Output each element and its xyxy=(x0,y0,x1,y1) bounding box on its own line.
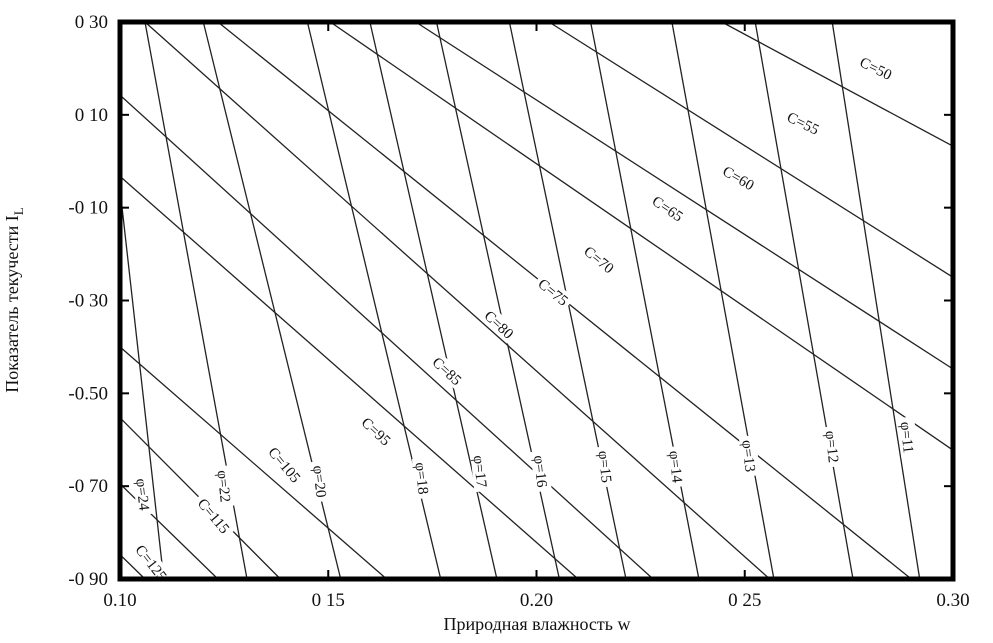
plot-frame xyxy=(117,19,956,582)
curve-label-group: C=70 xyxy=(578,239,621,279)
y-tick-label: 0 10 xyxy=(75,105,108,126)
x-axis-title: Природная влажность w xyxy=(444,614,631,634)
series-line-phi-24 xyxy=(119,189,165,580)
x-axis-ticks: 0.10 0 15 0.20 0 25 0.30 xyxy=(103,22,970,611)
curve-label-mask xyxy=(738,434,760,477)
curve-label-group: C=60 xyxy=(717,160,761,196)
y-axis-title-main: Показатель текучести I xyxy=(2,215,22,392)
curve-label-mask xyxy=(781,106,826,140)
curve-label-group: C=95 xyxy=(355,411,398,452)
curve-label-group: φ=16 xyxy=(530,450,552,493)
y-tick-label: -0 30 xyxy=(68,291,108,312)
curve-label: φ=18 xyxy=(411,462,430,496)
y-tick-label: -0 10 xyxy=(68,198,108,219)
curve-label-group: φ=15 xyxy=(595,445,617,488)
curve-label-mask xyxy=(478,304,520,345)
curve-label-group: C=85 xyxy=(426,350,468,391)
series-line-phi-16 xyxy=(435,21,561,580)
curve-label: φ=22 xyxy=(213,469,232,503)
curve-label-group: φ=14 xyxy=(665,445,688,488)
curve-label-group: φ=12 xyxy=(822,425,844,468)
curve-label-mask xyxy=(355,411,398,452)
series-line-c-50 xyxy=(721,21,954,147)
curve-label-mask xyxy=(530,450,552,493)
series-line-phi-14 xyxy=(589,21,700,580)
curve-label-mask xyxy=(665,445,688,488)
curve-label-mask xyxy=(214,465,236,508)
curve-label-mask xyxy=(132,473,154,516)
curve-label-mask xyxy=(470,450,492,493)
x-tick-label: 0.20 xyxy=(520,590,553,611)
curve-label-mask xyxy=(309,460,331,503)
y-axis-title-subscript: L xyxy=(11,207,26,215)
curve-label-group: φ=11 xyxy=(897,416,919,459)
curve-label-group: C=55 xyxy=(781,106,826,140)
curve-label-group: φ=18 xyxy=(411,457,434,500)
curve-label: φ=20 xyxy=(309,465,328,499)
series-line-phi-13 xyxy=(671,21,775,580)
y-tick-label: -0.50 xyxy=(68,383,108,404)
curve-label-group: φ=22 xyxy=(213,465,236,508)
curve-label-group: C=65 xyxy=(646,189,690,227)
curve-label-mask xyxy=(426,350,468,391)
series-line-phi-11 xyxy=(831,21,921,580)
curve-label-group: C=50 xyxy=(854,51,899,85)
series-line-c-95 xyxy=(119,346,388,580)
y-axis-title: Показатель текучести IL xyxy=(2,207,26,392)
curve-label: φ=17 xyxy=(470,455,489,489)
curve-label-mask xyxy=(578,239,621,279)
x-tick-label: 0.30 xyxy=(936,590,969,611)
curve-label-group: C=105 xyxy=(262,440,308,489)
curve-label-group: φ=13 xyxy=(738,434,760,477)
curve-label-mask xyxy=(897,416,919,459)
x-tick-label: 0.10 xyxy=(103,590,136,611)
curve-label: φ=12 xyxy=(822,430,841,464)
series-line-c-75 xyxy=(144,21,771,580)
curve-label-group: C=75 xyxy=(532,272,575,312)
curve-labels-layer: C=50C=55C=60C=65C=70C=75C=80C=85C=95C=10… xyxy=(129,51,919,588)
curve-label-mask xyxy=(411,457,434,500)
y-tick-label: 0 30 xyxy=(75,12,108,33)
x-tick-label: 0 25 xyxy=(728,590,761,611)
curve-label: φ=11 xyxy=(897,421,916,454)
curve-label-mask xyxy=(532,272,575,312)
series-line-c-60 xyxy=(415,21,954,370)
x-tick-label: 0 15 xyxy=(312,590,345,611)
curve-label: φ=24 xyxy=(132,478,151,512)
series-line-c-55 xyxy=(548,21,954,278)
curve-label-group: φ=17 xyxy=(470,450,492,493)
curve-label: φ=14 xyxy=(665,450,684,484)
curve-label-mask xyxy=(854,51,899,85)
curve-label-mask xyxy=(129,537,174,588)
curve-label-group: φ=20 xyxy=(309,460,331,503)
curve-label-mask xyxy=(717,160,761,196)
curve-label-mask xyxy=(595,445,617,488)
series-line-c-65 xyxy=(329,21,954,451)
curve-label-group: φ=24 xyxy=(132,473,154,516)
curve-label-mask xyxy=(646,189,690,227)
curve-label: φ=16 xyxy=(530,455,549,489)
series-line-c-80 xyxy=(119,94,654,580)
y-tick-label: -0 90 xyxy=(68,569,108,590)
series-line-phi-17 xyxy=(369,21,498,580)
curves-layer xyxy=(119,21,954,580)
curve-label: φ=13 xyxy=(738,439,757,473)
series-line-c-125 xyxy=(119,554,146,580)
y-axis-ticks: 0 30 0 10 -0 10 -0 30 -0.50 -0 70 -0 90 xyxy=(68,12,953,590)
curve-label: φ=15 xyxy=(595,450,614,484)
y-tick-label: -0 70 xyxy=(68,476,108,497)
series-line-c-85 xyxy=(119,175,579,580)
curve-label-mask xyxy=(191,491,237,540)
series-line-phi-12 xyxy=(754,21,854,580)
curve-label-mask xyxy=(822,425,844,468)
curve-label-mask xyxy=(262,440,308,489)
